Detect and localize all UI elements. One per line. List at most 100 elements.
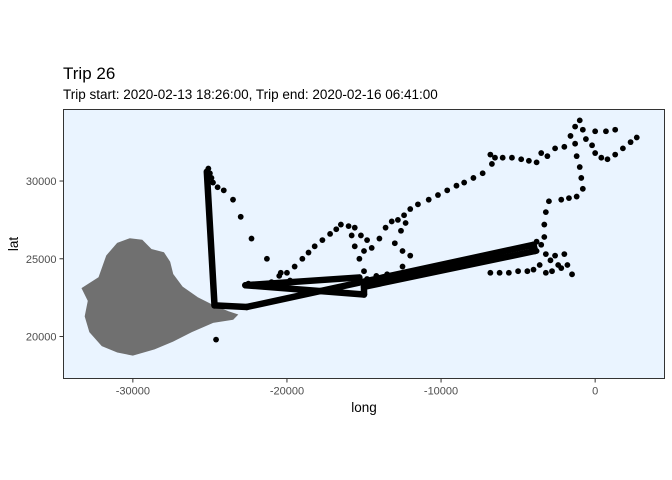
data-point [444, 187, 451, 194]
data-point [561, 251, 568, 258]
data-point [291, 263, 298, 270]
data-point [395, 216, 401, 223]
data-point [382, 224, 389, 231]
x-tick-label: -10000 [424, 386, 458, 398]
data-point [327, 230, 333, 237]
data-point [205, 165, 212, 172]
data-point [505, 269, 512, 276]
data-point [533, 248, 540, 254]
track-segment [243, 241, 537, 311]
data-point [388, 218, 395, 225]
data-point [348, 232, 355, 239]
data-point [268, 279, 275, 285]
x-tick-label: 0 [592, 386, 598, 398]
chart-subtitle: Trip start: 2020-02-13 18:26:00, Trip en… [63, 87, 438, 102]
data-point [579, 126, 586, 133]
y-tick-label: 30000 [26, 176, 57, 188]
data-point [518, 156, 525, 163]
data-point [633, 134, 640, 141]
plot-panel-border [63, 109, 665, 379]
data-point [544, 153, 551, 160]
data-point [319, 237, 326, 244]
data-point [533, 159, 540, 166]
data-point [399, 263, 406, 270]
data-point [627, 139, 634, 146]
data-point [589, 142, 595, 149]
data-point [541, 234, 548, 240]
data-point [558, 265, 565, 272]
data-point [399, 248, 406, 254]
data-point [541, 221, 548, 228]
x-tick-label: -30000 [116, 386, 150, 398]
data-point [499, 154, 506, 161]
y-axis: 20000 25000 30000 [26, 176, 64, 344]
data-point [368, 244, 375, 251]
chart-title: Trip 26 [63, 64, 115, 83]
data-point [276, 272, 283, 279]
data-point [496, 269, 503, 276]
data-point [345, 223, 352, 230]
data-point [546, 198, 552, 205]
y-axis-title: lat [6, 237, 21, 252]
data-point [567, 133, 574, 139]
x-tick-label: -20000 [270, 386, 304, 398]
data-point [479, 170, 486, 177]
data-point [245, 280, 252, 287]
data-point [564, 262, 571, 268]
data-point [253, 282, 260, 289]
points-layer [205, 117, 640, 343]
data-point [530, 266, 537, 273]
x-axis-title: long [351, 400, 377, 415]
data-point [549, 268, 555, 275]
data-point [576, 164, 583, 170]
data-point [376, 235, 383, 242]
y-tick-label: 20000 [26, 332, 57, 344]
data-point [547, 257, 554, 264]
data-point [214, 184, 221, 191]
data-point [361, 248, 367, 254]
data-point [470, 175, 477, 181]
data-point [356, 255, 363, 262]
y-tick-label: 25000 [26, 254, 57, 266]
data-point [552, 145, 558, 152]
data-point [398, 227, 404, 234]
data-point [373, 272, 380, 279]
data-point [558, 196, 565, 203]
data-point [407, 252, 414, 259]
data-point [592, 150, 599, 156]
data-point [552, 252, 558, 259]
data-point [402, 220, 409, 226]
data-point [305, 249, 312, 256]
data-point [515, 268, 522, 275]
track-segment [203, 168, 218, 309]
data-point [509, 154, 515, 161]
track-segment [211, 302, 251, 311]
data-point [579, 185, 586, 192]
data-point [260, 283, 267, 290]
data-point [604, 156, 611, 163]
data-point [453, 182, 460, 189]
data-point [561, 143, 568, 150]
land-layer [81, 238, 239, 356]
data-point [619, 145, 626, 152]
data-point [461, 179, 468, 186]
data-point [542, 269, 549, 276]
data-point [542, 209, 549, 216]
data-point [525, 157, 532, 164]
data-point [384, 271, 391, 278]
data-point [425, 196, 432, 203]
data-point [311, 243, 318, 250]
data-point [415, 201, 421, 208]
data-point [576, 117, 583, 124]
data-point [208, 175, 215, 181]
data-point [337, 221, 344, 228]
data-point [213, 336, 219, 343]
data-point [538, 241, 545, 248]
data-point [364, 237, 370, 244]
data-point [351, 243, 358, 250]
data-point [492, 154, 498, 161]
data-point [358, 232, 364, 239]
data-point [489, 161, 495, 167]
data-point [542, 251, 549, 258]
